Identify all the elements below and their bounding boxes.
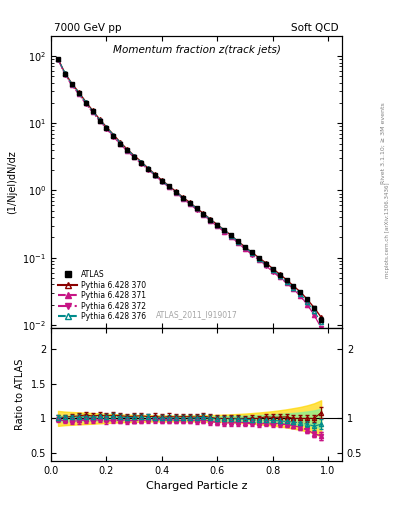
X-axis label: Charged Particle z: Charged Particle z xyxy=(146,481,247,491)
Text: 7000 GeV pp: 7000 GeV pp xyxy=(54,23,121,33)
Text: ATLAS_2011_I919017: ATLAS_2011_I919017 xyxy=(156,310,237,319)
Text: Soft QCD: Soft QCD xyxy=(291,23,339,33)
Y-axis label: (1/Njel)dN/dz: (1/Njel)dN/dz xyxy=(7,150,17,214)
Text: mcplots.cern.ch [arXiv:1306.3436]: mcplots.cern.ch [arXiv:1306.3436] xyxy=(385,183,389,278)
Y-axis label: Ratio to ATLAS: Ratio to ATLAS xyxy=(15,359,25,430)
Legend: ATLAS, Pythia 6.428 370, Pythia 6.428 371, Pythia 6.428 372, Pythia 6.428 376: ATLAS, Pythia 6.428 370, Pythia 6.428 37… xyxy=(55,267,149,324)
Text: Rivet 3.1.10; ≥ 3M events: Rivet 3.1.10; ≥ 3M events xyxy=(381,102,386,184)
Text: Momentum fraction z(track jets): Momentum fraction z(track jets) xyxy=(112,45,281,55)
